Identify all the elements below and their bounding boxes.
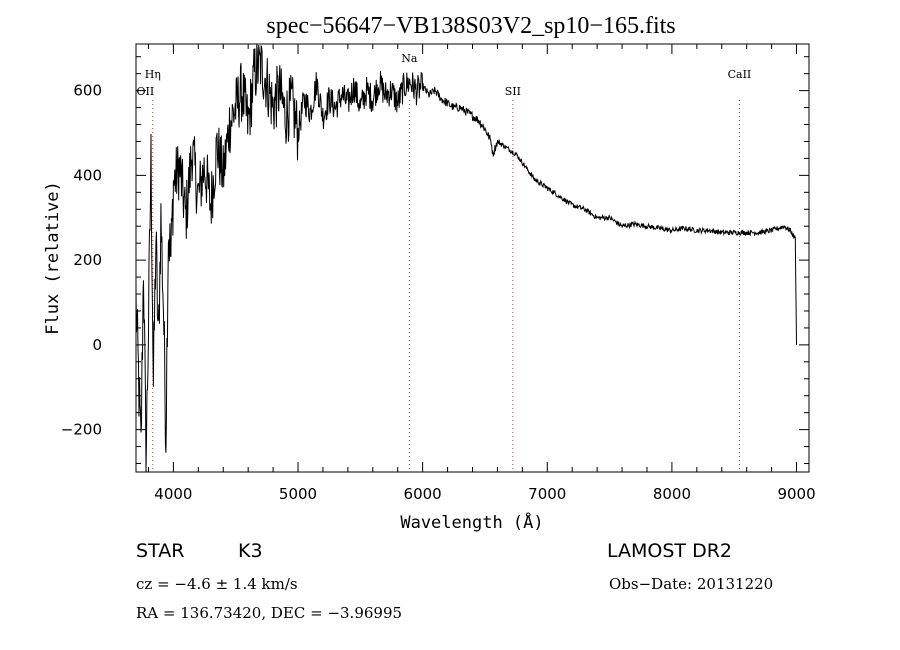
obs-date-label: Obs−Date: 20131220 [609, 575, 774, 593]
chart-title: spec−56647−VB138S03V2_sp10−165.fits [266, 13, 675, 39]
redshift-label: cz = −4.6 ± 1.4 km/s [136, 575, 298, 593]
marker-label: Na [401, 52, 418, 65]
object-class: STAR [136, 540, 185, 562]
survey-label: LAMOST DR2 [607, 540, 732, 562]
x-tick-label: 4000 [154, 485, 192, 503]
axis-ticks: 4000 5000 6000 7000 8000 9000 −200 0 200 400 600 [61, 44, 816, 503]
y-tick-label: 0 [92, 336, 102, 354]
x-tick-label: 6000 [404, 485, 442, 503]
x-axis-label: Wavelength (Å) [400, 511, 543, 533]
object-subclass: K3 [238, 540, 263, 562]
marker-label: CaII [728, 68, 752, 81]
y-tick-label: 200 [73, 251, 102, 269]
x-tick-label: 8000 [653, 485, 691, 503]
x-tick-label: 9000 [777, 485, 815, 503]
coordinates-label: RA = 136.73420, DEC = −3.96995 [136, 604, 403, 622]
x-tick-label: 7000 [528, 485, 566, 503]
y-tick-label: −200 [61, 421, 102, 439]
marker-label: OII [137, 85, 155, 98]
spectrum-series [135, 44, 797, 473]
y-tick-label: 400 [73, 166, 102, 184]
x-tick-label: 5000 [279, 485, 317, 503]
y-axis-label: Flux (relative) [43, 181, 63, 335]
marker-label: Hη [145, 68, 161, 81]
plot-frame [135, 43, 810, 473]
spectrum-line [135, 44, 797, 473]
y-tick-label: 600 [73, 82, 102, 100]
line-markers: Hη OII Na SII CaII [137, 52, 752, 472]
marker-label: SII [505, 85, 521, 98]
